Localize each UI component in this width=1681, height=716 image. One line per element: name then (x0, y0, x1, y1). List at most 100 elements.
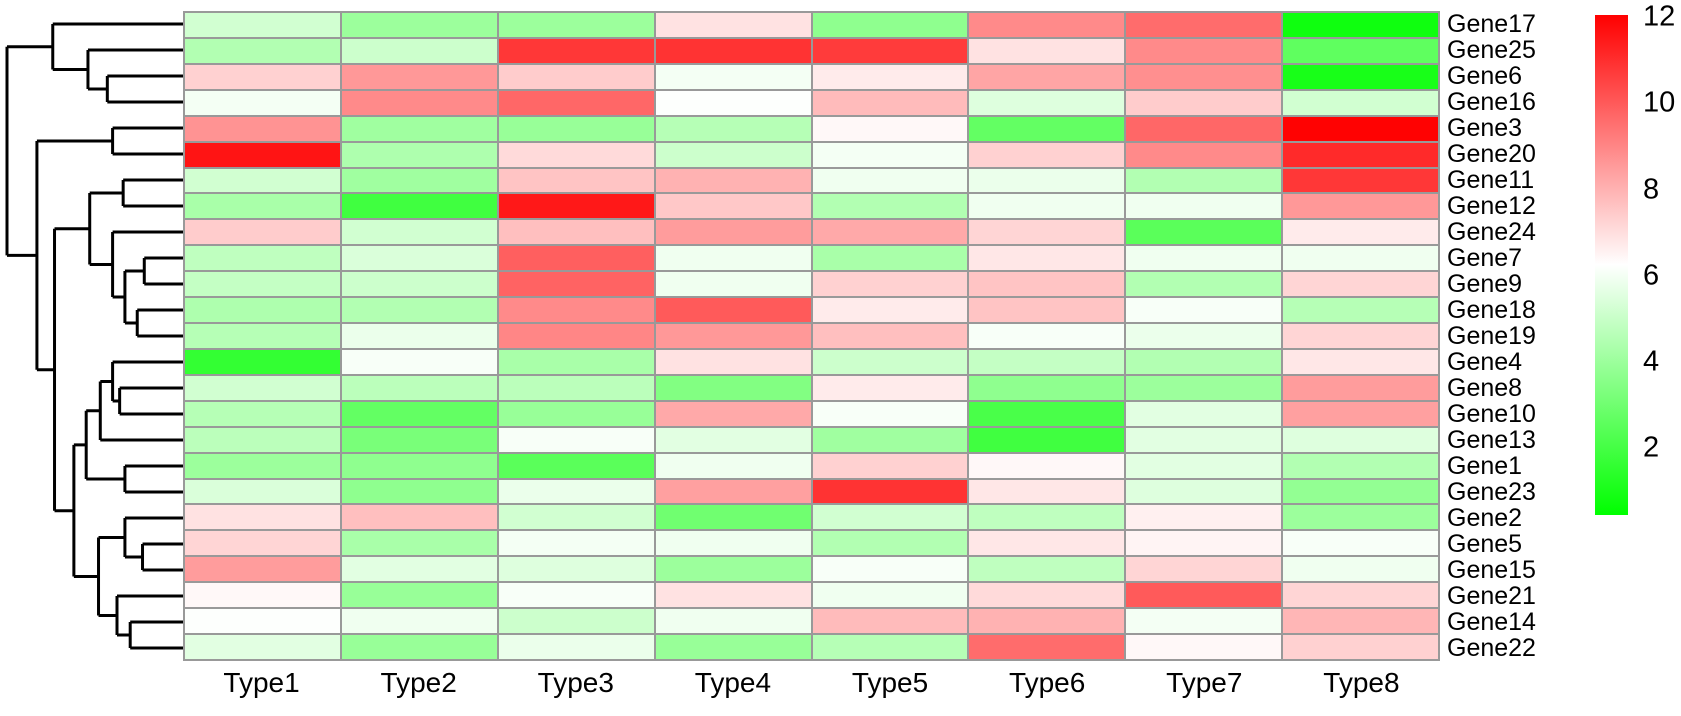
col-label: Type2 (380, 667, 457, 698)
heatmap-cell (655, 609, 811, 634)
heatmap-cell (1126, 194, 1282, 219)
heatmap-cell (498, 609, 654, 634)
heatmap-cell (1126, 116, 1282, 141)
row-label: Gene24 (1447, 217, 1536, 246)
heatmap-cell (498, 64, 654, 89)
heatmap-cell (341, 38, 497, 63)
row-label: Gene13 (1447, 425, 1536, 454)
heatmap-cell (812, 194, 968, 219)
heatmap-cell (1126, 220, 1282, 245)
row-label: Gene14 (1447, 607, 1536, 636)
heatmap-cell (1283, 220, 1438, 245)
heatmap-cell (341, 64, 497, 89)
row-label: Gene16 (1447, 87, 1536, 116)
heatmap-cell (969, 453, 1125, 478)
heatmap-cell (655, 116, 811, 141)
heatmap-cell (498, 557, 654, 582)
heatmap-cell (185, 453, 340, 478)
heatmap-cell (185, 479, 340, 504)
heatmap-cell (1126, 453, 1282, 478)
heatmap-cell (1126, 298, 1282, 323)
heatmap-cell (969, 583, 1125, 608)
heatmap-cell (812, 635, 968, 659)
heatmap-cell (341, 557, 497, 582)
col-label: Type7 (1166, 667, 1243, 698)
heatmap-cell (1283, 427, 1438, 452)
heatmap-cell (1283, 635, 1438, 659)
heatmap-cell (185, 531, 340, 556)
row-label: Gene12 (1447, 191, 1536, 220)
heatmap-cell (1283, 298, 1438, 323)
heatmap-cell (498, 531, 654, 556)
heatmap-cell (969, 13, 1125, 37)
heatmap-cell (498, 427, 654, 452)
col-label: Type4 (694, 667, 772, 698)
heatmap-cell (1283, 272, 1438, 297)
heatmap-cell (812, 453, 968, 478)
heatmap-cell (498, 505, 654, 530)
heatmap-cell (185, 38, 340, 63)
heatmap-cell (1283, 583, 1438, 608)
heatmap-cell (1126, 272, 1282, 297)
heatmap-cell (1126, 583, 1282, 608)
heatmap-cell (341, 401, 497, 426)
row-label: Gene10 (1447, 399, 1536, 428)
heatmap-cell (1126, 142, 1282, 167)
heatmap-cell (969, 505, 1125, 530)
heatmap-cell (341, 246, 497, 271)
heatmap-cell (655, 349, 811, 374)
heatmap-cell (1126, 479, 1282, 504)
heatmap-cell (969, 38, 1125, 63)
heatmap-cell (1283, 246, 1438, 271)
heatmap-cell (655, 479, 811, 504)
heatmap-cell (969, 298, 1125, 323)
heatmap-cell (341, 505, 497, 530)
heatmap-cell (185, 401, 340, 426)
heatmap-cell (185, 349, 340, 374)
heatmap-cell (812, 13, 968, 37)
heatmap-cell (185, 64, 340, 89)
heatmap-cell (185, 194, 340, 219)
heatmap-cell (655, 583, 811, 608)
heatmap-cell (969, 246, 1125, 271)
heatmap-cell (969, 168, 1125, 193)
heatmap-cell (812, 375, 968, 400)
heatmap-cell (498, 583, 654, 608)
heatmap-cell (812, 505, 968, 530)
row-label: Gene15 (1447, 555, 1536, 584)
heatmap-cell (1283, 479, 1438, 504)
heatmap-cell (1126, 557, 1282, 582)
heatmap-cell (1283, 142, 1438, 167)
heatmap-cell (341, 168, 497, 193)
heatmap-cell (1283, 349, 1438, 374)
heatmap-cell (498, 479, 654, 504)
heatmap-cell (812, 583, 968, 608)
heatmap-cell (498, 13, 654, 37)
heatmap-cell (185, 324, 340, 348)
heatmap-cell (1283, 609, 1438, 634)
heatmap-cell (812, 38, 968, 63)
heatmap-cell (812, 220, 968, 245)
heatmap-cell (812, 609, 968, 634)
heatmap-cell (1283, 375, 1438, 400)
heatmap-cell (341, 609, 497, 634)
heatmap-cell (185, 168, 340, 193)
heatmap-cell (812, 246, 968, 271)
heatmap-cell (969, 116, 1125, 141)
heatmap-cell (969, 375, 1125, 400)
heatmap-cell (498, 453, 654, 478)
heatmap-cell (341, 453, 497, 478)
heatmap-cell (341, 298, 497, 323)
heatmap-cell (1283, 401, 1438, 426)
heatmap-cell (812, 557, 968, 582)
heatmap-cell (498, 635, 654, 659)
heatmap-cell (1283, 557, 1438, 582)
heatmap-cell (969, 220, 1125, 245)
heatmap-cell (341, 13, 497, 37)
heatmap-cell (341, 90, 497, 115)
heatmap-cell (341, 142, 497, 167)
row-label: Gene19 (1447, 321, 1536, 350)
heatmap-cell (498, 246, 654, 271)
heatmap-cell (1126, 375, 1282, 400)
